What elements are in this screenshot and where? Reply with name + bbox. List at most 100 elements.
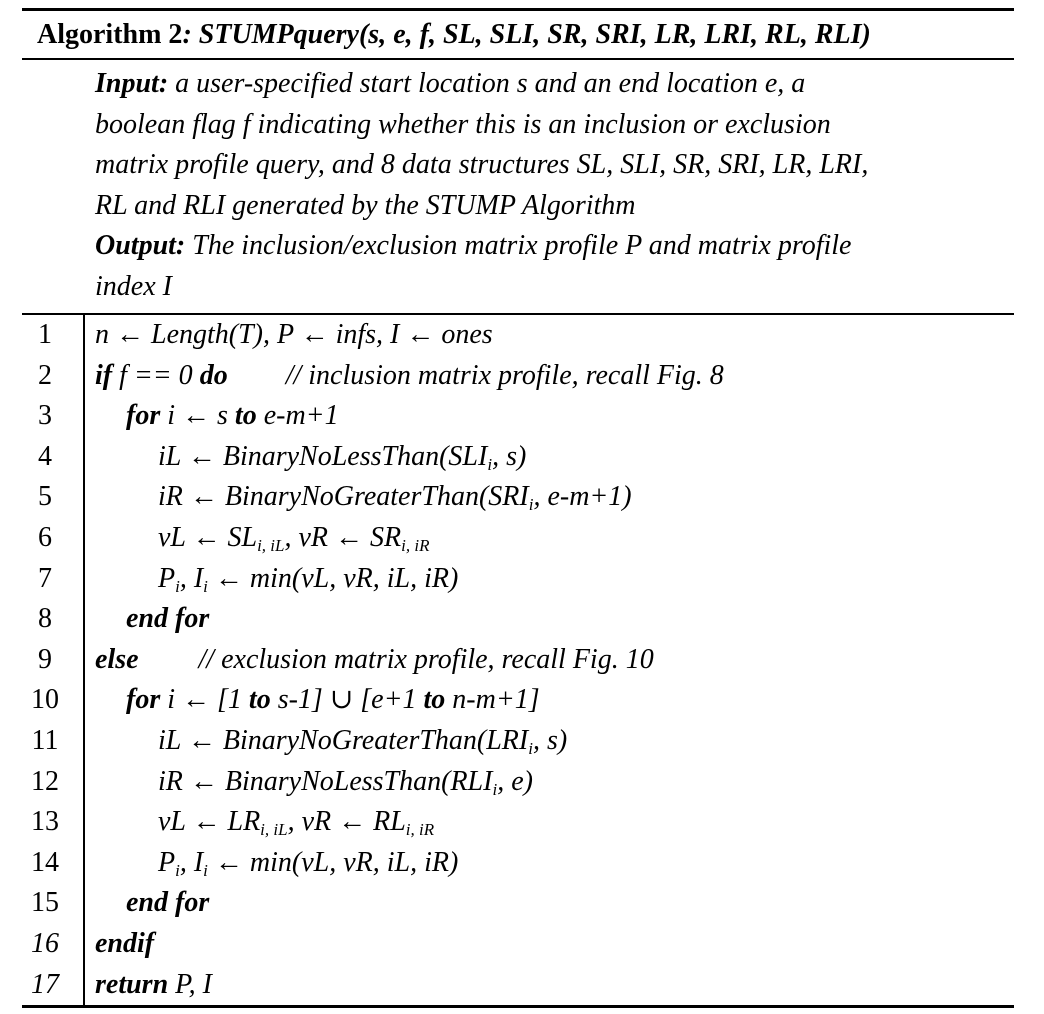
line-number: 7: [38, 562, 52, 594]
code-text: endif: [95, 924, 154, 965]
input-line-4: RL and RLI generated by the STUMP Algori…: [95, 189, 636, 221]
top-rule: [22, 8, 1014, 11]
code-line-6: 6 vL ← SLi, iL, vR ← SRi, iR: [22, 518, 1014, 559]
code-line-13: 13 vL ← LRi, iL, vR ← RLi, iR: [22, 802, 1014, 843]
code-text: for i ← s to e-m+1: [126, 396, 339, 437]
code-line-10: 10 for i ← [1 to s-1] ∪ [e+1 to n-m+1]: [22, 680, 1014, 721]
code-fragment: P: [158, 846, 176, 878]
code-text: vL ← SLi, iL, vR ← SRi, iR: [158, 518, 429, 559]
code-fragment: vL ← SL: [158, 521, 258, 553]
bottom-rule: [22, 1005, 1014, 1009]
subscript: i, iR: [405, 820, 435, 840]
code-line-1: 1 n ← Length(T), P ← infs, I ← ones: [22, 315, 1014, 356]
subscript: i, iR: [401, 535, 430, 555]
code-line-12: 12 iR ← BinaryNoLessThan(RLIi, e): [22, 762, 1014, 803]
keyword-end-for: end for: [126, 603, 210, 635]
output-keyword: Output:: [95, 230, 186, 261]
code-fragment: ← min(vL, vR, iL, iR): [207, 846, 459, 878]
code-line-15: 15 end for: [22, 883, 1014, 924]
line-number: 9: [38, 643, 52, 675]
code-fragment: , vR ← SR: [284, 521, 402, 553]
subscript: i: [203, 860, 208, 880]
line-number: 14: [31, 846, 59, 878]
code-fragment: P: [158, 562, 176, 594]
line-number: 1: [38, 319, 52, 350]
line-number: 2: [38, 359, 52, 391]
subscript: i: [528, 738, 533, 758]
code-line-4: 4 iL ← BinaryNoLessThan(SLIi, s): [22, 437, 1014, 478]
subscript: i: [175, 576, 180, 596]
line-number: 15: [31, 887, 59, 919]
code-fragment: , s): [532, 724, 568, 756]
keyword-end-for: end for: [126, 887, 210, 919]
line-number: 13: [31, 806, 59, 838]
subscript: i: [528, 495, 534, 515]
keyword-do: do: [199, 359, 228, 391]
code-text: for i ← [1 to s-1] ∪ [e+1 to n-m+1]: [126, 680, 540, 721]
input-text: a user-specified start location s and an…: [168, 68, 806, 99]
code-fragment: i ← [1: [160, 684, 249, 716]
output-line-1: Output: The inclusion/exclusion matrix p…: [95, 226, 1014, 267]
input-line-2: boolean flag f indicating whether this i…: [95, 108, 831, 140]
subscript: i: [175, 860, 180, 880]
code-text: end for: [126, 883, 209, 924]
output-line-2: index I: [95, 270, 172, 302]
algorithm-signature: : STUMPquery(s, e, f, SL, SLI, SR, SRI, …: [182, 19, 871, 50]
keyword-to: to: [234, 400, 257, 432]
code-text: end for: [126, 599, 209, 640]
code-line-7: 7 Pi, Ii ← min(vL, vR, iL, iR): [22, 559, 1014, 600]
io-rule: [22, 313, 1014, 315]
code-fragment: P, I: [168, 968, 212, 1000]
code-line-2: 2 if f == 0 do // inclusion matrix profil…: [22, 356, 1014, 397]
comment: // inclusion matrix profile, recall Fig.…: [285, 359, 724, 391]
line-number: 16: [31, 927, 59, 959]
code-fragment: ← min(vL, vR, iL, iR): [207, 562, 459, 594]
code-line-9: 9 else // exclusion matrix profile, recal…: [22, 640, 1014, 681]
keyword-endif: endif: [95, 927, 155, 959]
subscript: i: [487, 454, 493, 474]
line-number: 12: [31, 765, 59, 797]
line-number: 10: [31, 684, 59, 716]
code-fragment: , s): [492, 440, 527, 472]
comment: // exclusion matrix profile, recall Fig.…: [198, 643, 654, 675]
line-number: 4: [38, 440, 52, 472]
code-text: if f == 0 do // inclusion matrix profile,…: [95, 356, 724, 397]
keyword-else: else: [95, 643, 139, 675]
io-block: Input: a user-specified start location s…: [22, 60, 1014, 313]
keyword-to: to: [248, 684, 271, 716]
code-fragment: e-m+1: [256, 400, 339, 432]
code-fragment: , e-m+1): [533, 481, 632, 513]
code-text: else // exclusion matrix profile, recall …: [95, 640, 654, 681]
code-text: iR ← BinaryNoLessThan(RLIi, e): [158, 762, 533, 803]
code-text: Pi, Ii ← min(vL, vR, iL, iR): [158, 843, 458, 884]
code-text: vL ← LRi, iL, vR ← RLi, iR: [158, 802, 434, 843]
subscript: i, iL: [260, 820, 288, 840]
line-number: 5: [38, 481, 52, 513]
code-line-5: 5 iR ← BinaryNoGreaterThan(SRIi, e-m+1): [22, 477, 1014, 518]
algorithm-title: Algorithm 2: STUMPquery(s, e, f, SL, SLI…: [22, 11, 1014, 58]
code-text: iL ← BinaryNoGreaterThan(LRIi, s): [158, 721, 567, 762]
code-line-11: 11 iL ← BinaryNoGreaterThan(LRIi, s): [22, 721, 1014, 762]
code-text: Pi, Ii ← min(vL, vR, iL, iR): [158, 559, 458, 600]
code-fragment: i ← s: [160, 400, 235, 432]
code-text: return P, I: [95, 965, 212, 1006]
output-text: The inclusion/exclusion matrix profile P…: [185, 230, 852, 261]
code-line-16: 16 endif: [22, 924, 1014, 965]
input-line-1: Input: a user-specified start location s…: [95, 64, 1014, 105]
code-fragment: , I: [179, 562, 204, 594]
algorithm-body: 1 n ← Length(T), P ← infs, I ← ones 2 if…: [22, 315, 1014, 1006]
code-fragment: iL ← BinaryNoLessThan(SLI: [158, 440, 488, 472]
title-rule: [22, 58, 1014, 60]
code-fragment: , I: [179, 846, 204, 878]
subscript: i: [492, 779, 498, 799]
code-text: iL ← BinaryNoLessThan(SLIi, s): [158, 437, 526, 478]
subscript: i: [203, 576, 208, 596]
code-line-8: 8 end for: [22, 599, 1014, 640]
line-number-divider: [83, 315, 85, 1006]
code-line-14: 14 Pi, Ii ← min(vL, vR, iL, iR): [22, 843, 1014, 884]
input-keyword: Input:: [95, 68, 169, 99]
algorithm-box: Algorithm 2: STUMPquery(s, e, f, SL, SLI…: [22, 8, 1014, 1009]
algorithm-label: Algorithm 2: [37, 19, 183, 50]
keyword-to: to: [423, 684, 446, 716]
code-line-3: 3 for i ← s to e-m+1: [22, 396, 1014, 437]
